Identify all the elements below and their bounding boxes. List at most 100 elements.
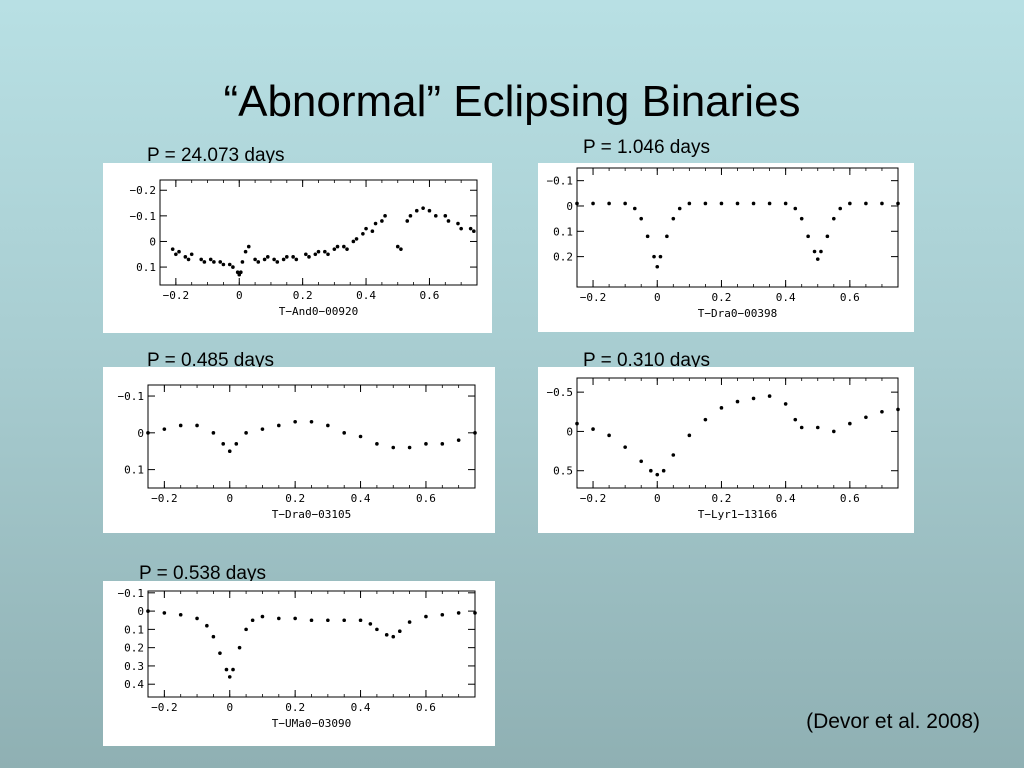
data-point — [473, 431, 477, 435]
data-point — [793, 206, 798, 211]
data-point — [368, 622, 373, 626]
data-point — [896, 407, 900, 412]
y-tick-label: 0.1 — [124, 623, 144, 636]
data-point — [575, 421, 579, 426]
data-point — [433, 214, 438, 218]
data-point — [243, 249, 248, 254]
data-point — [354, 237, 359, 241]
x-tick-label: 0.2 — [293, 289, 313, 302]
data-point — [825, 234, 830, 239]
light-curve-chart-5: −0.2 0 0.2 0.4 0.6−0.100.10.20.30.4T−UMa0−03… — [118, 587, 477, 730]
data-point — [639, 459, 643, 464]
plot-frame — [159, 179, 478, 286]
data-point — [326, 618, 330, 623]
data-point — [375, 627, 379, 632]
data-point — [291, 255, 295, 259]
light-curve-chart-3: −0.2 0 0.2 0.4 0.6 −0.1 0 0.1 T−Dra0−03105 — [118, 384, 477, 521]
data-point — [655, 472, 660, 477]
data-point — [783, 402, 788, 406]
data-point — [896, 201, 900, 206]
data-point — [240, 260, 245, 264]
data-point — [665, 234, 669, 239]
data-point — [272, 257, 276, 262]
light-curve-panel-3: −0.2 0 0.2 0.4 0.6 −0.1 0 0.1 T−Dra0−03105 — [103, 367, 495, 533]
data-point — [195, 423, 199, 428]
data-point — [178, 612, 183, 617]
x-tick-label: 0.4 — [776, 492, 796, 505]
data-point — [735, 399, 740, 404]
data-point — [832, 216, 836, 221]
data-point — [326, 423, 330, 428]
y-tick-label: −0.5 — [547, 386, 574, 399]
data-point — [211, 431, 216, 435]
y-tick-label: 0 — [149, 235, 156, 248]
data-point — [253, 257, 257, 262]
data-point — [170, 247, 175, 251]
data-point — [472, 229, 476, 234]
y-tick-label: 0.1 — [136, 261, 156, 274]
period-label-2: P = 1.046 days — [583, 137, 710, 158]
data-point — [424, 614, 428, 619]
data-point — [326, 252, 330, 257]
plot-frame — [576, 377, 899, 489]
data-point — [234, 442, 239, 446]
x-tick-label: 0.4 — [351, 701, 371, 714]
data-point — [162, 427, 167, 431]
period-label-1: P = 24.073 days — [147, 145, 285, 166]
y-tick-label: −0.2 — [130, 184, 157, 197]
data-point — [408, 214, 413, 218]
data-point — [212, 260, 216, 264]
data-point — [799, 216, 804, 221]
data-point — [293, 419, 297, 424]
data-point — [443, 214, 448, 218]
x-tick-label: 0.6 — [420, 289, 440, 302]
citation: (Devor et al. 2008) — [806, 710, 980, 733]
data-point — [391, 634, 396, 639]
data-point — [361, 231, 365, 236]
data-point — [671, 453, 676, 457]
y-tick-label: −0.1 — [130, 210, 157, 223]
data-point — [285, 255, 289, 259]
light-curve-panel-4: −0.2 0 0.2 0.4 0.6 −0.5 0 0.5 T−Lyr1−13166 — [538, 367, 914, 533]
data-point — [342, 431, 346, 435]
data-point — [293, 616, 297, 621]
data-point — [832, 429, 836, 434]
data-point — [162, 611, 167, 615]
data-point — [205, 623, 209, 628]
light-curve-chart-2: −0.2 0 0.2 0.4 0.6 −0.1 0 0.1 0.2 T−Dra0−00398 — [547, 167, 900, 320]
data-point — [815, 425, 820, 430]
data-point — [395, 244, 400, 249]
data-point — [250, 618, 255, 623]
y-tick-label: −0.1 — [118, 390, 145, 403]
data-point — [391, 445, 396, 450]
y-tick-label: 0 — [137, 605, 144, 618]
data-point — [440, 612, 445, 617]
data-point — [208, 257, 213, 262]
data-point — [671, 216, 676, 221]
data-point — [262, 257, 267, 262]
data-point — [421, 206, 425, 210]
data-point — [655, 264, 660, 269]
plot-frame — [147, 384, 476, 489]
data-point — [607, 433, 611, 438]
data-point — [848, 421, 852, 426]
data-point — [703, 201, 708, 206]
data-point — [323, 249, 327, 254]
data-point — [275, 260, 280, 264]
data-point — [146, 431, 150, 435]
data-point — [658, 254, 663, 259]
data-point — [281, 257, 286, 262]
data-point — [244, 627, 248, 632]
y-tick-label: 0.1 — [124, 464, 144, 477]
data-point — [399, 247, 403, 251]
y-tick-label: 0.5 — [553, 465, 573, 478]
x-tick-label: 0 — [236, 289, 243, 302]
data-point — [260, 614, 265, 619]
y-tick-label: −0.1 — [547, 175, 574, 188]
x-axis-label: T−Dra0−03105 — [272, 508, 351, 521]
x-tick-label: −0.2 — [151, 492, 178, 505]
x-axis-label: T−Dra0−00398 — [698, 307, 777, 320]
y-tick-label: 0 — [137, 427, 144, 440]
data-point — [767, 394, 772, 398]
y-tick-label: 0.2 — [124, 642, 144, 655]
